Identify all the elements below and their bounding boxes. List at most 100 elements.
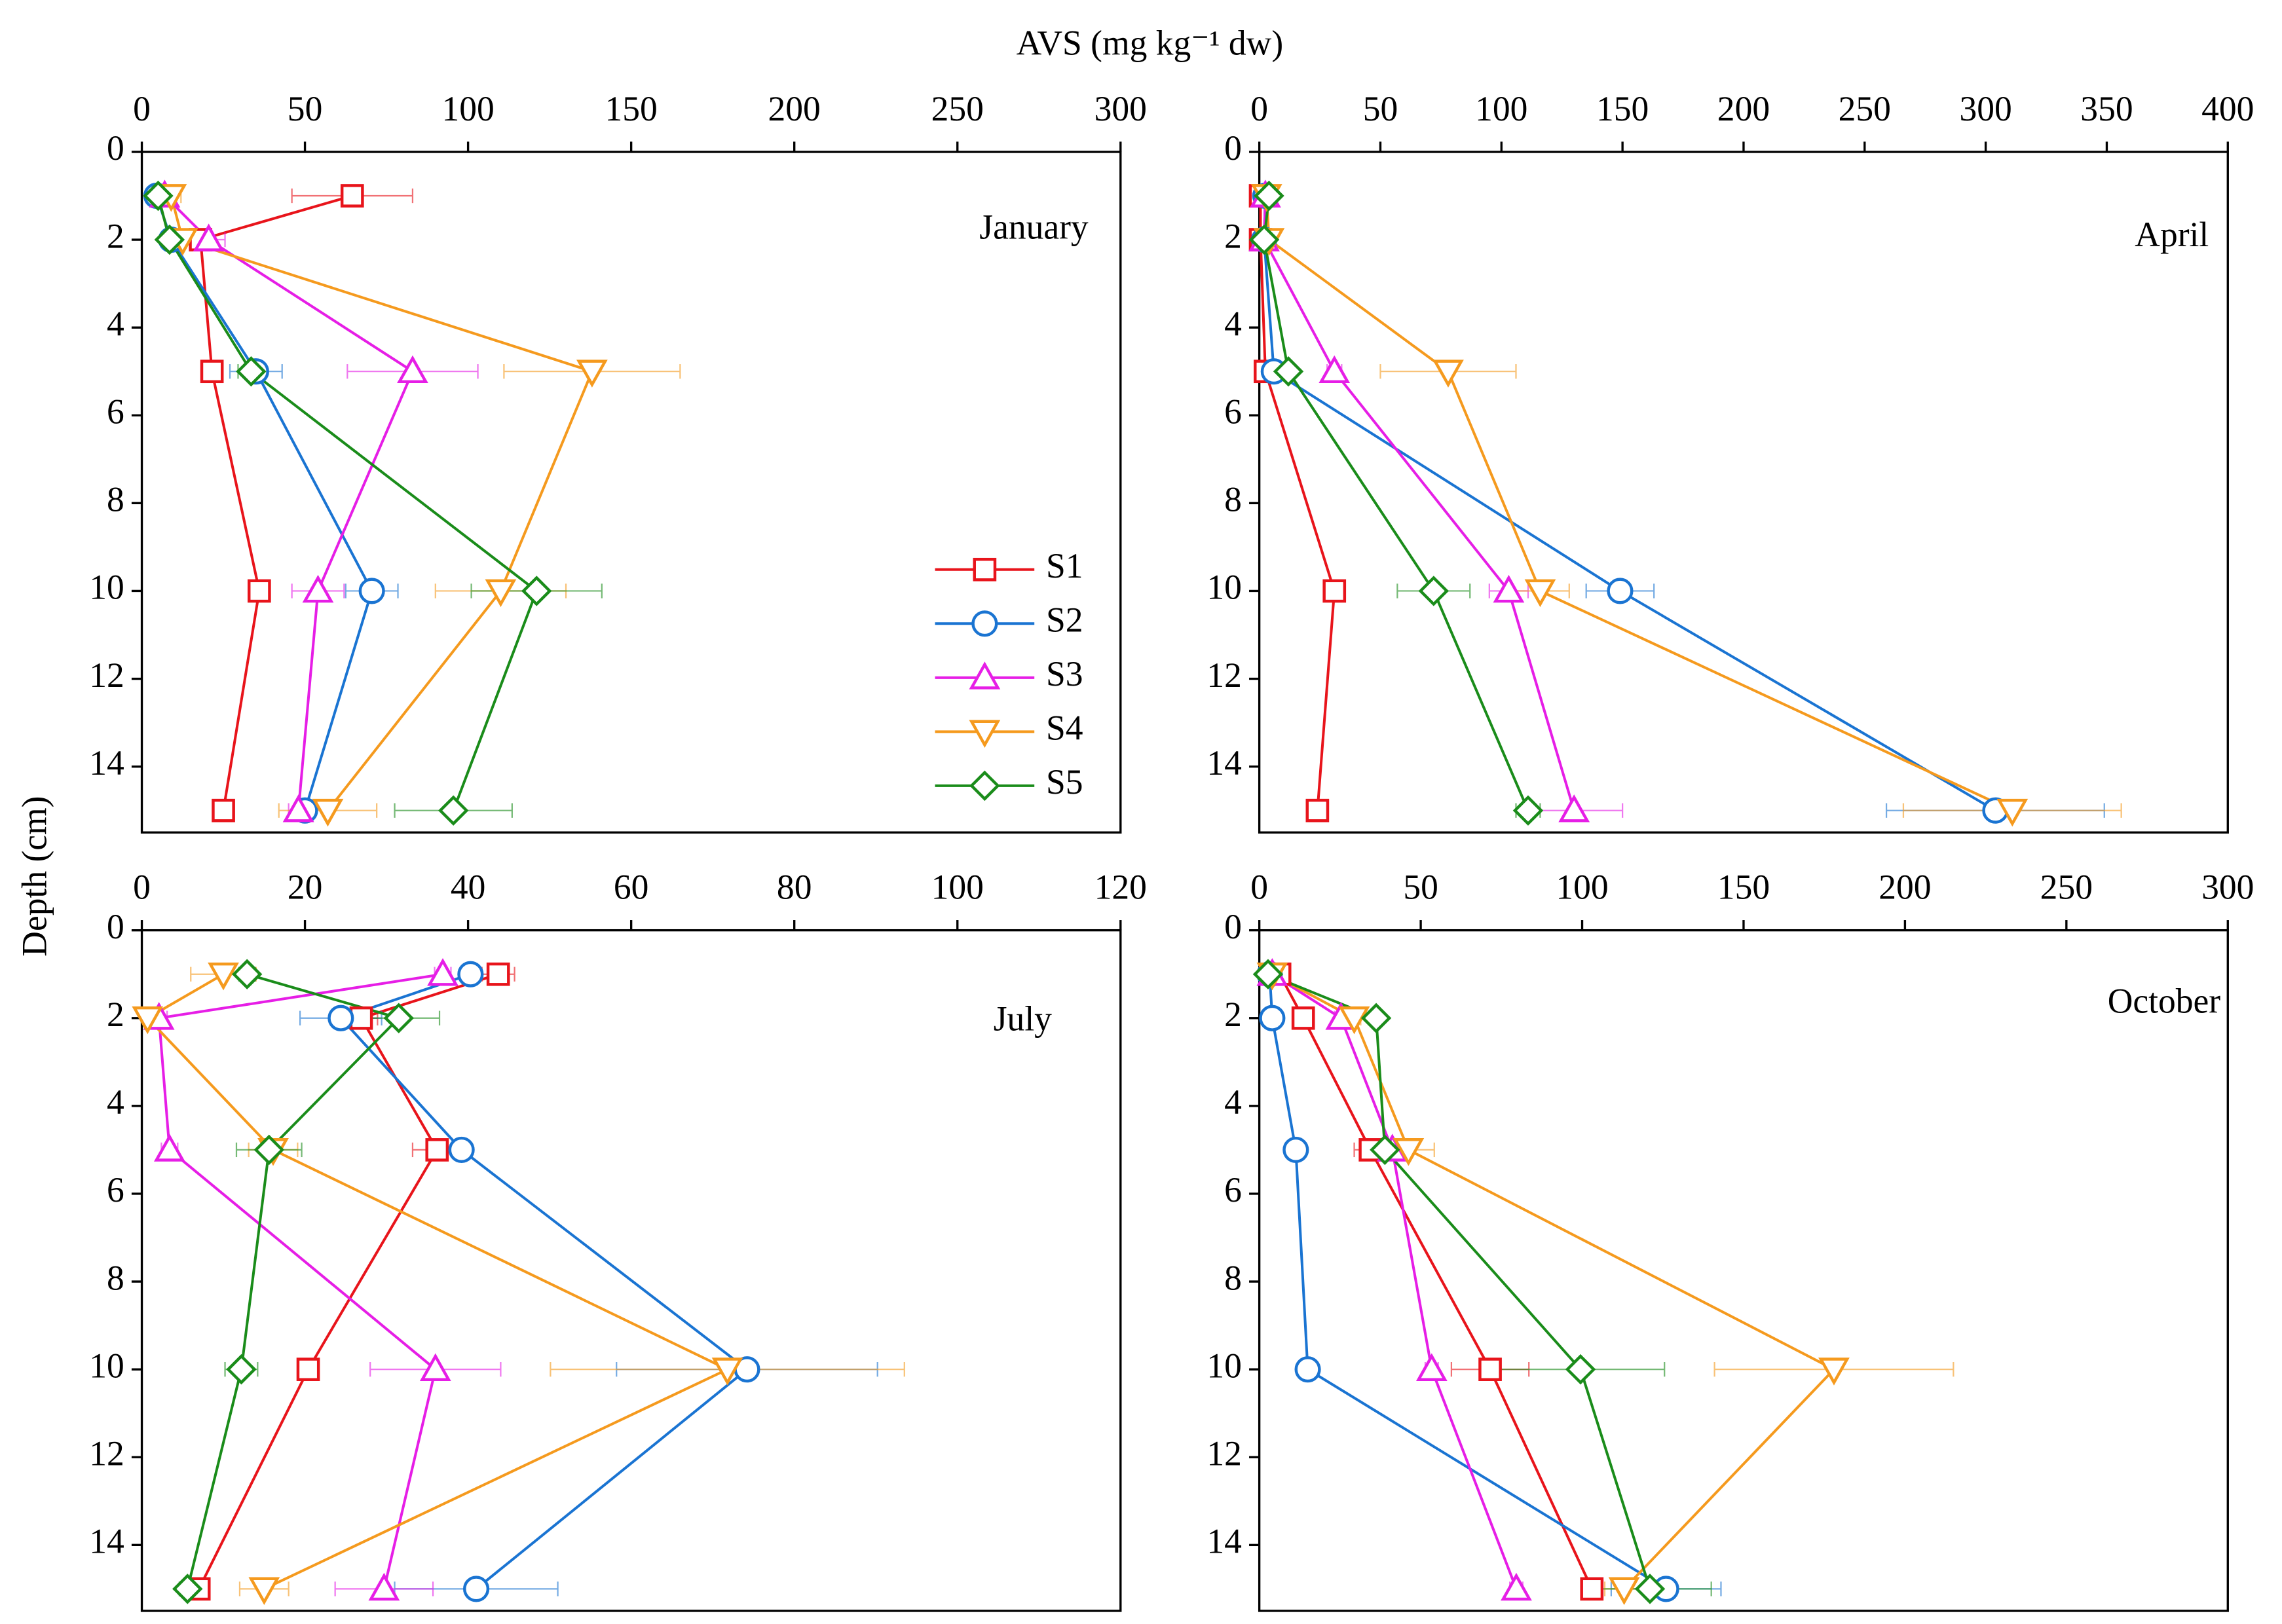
y-tick-label: 4 xyxy=(107,304,124,343)
marker xyxy=(172,1574,203,1604)
y-tick-label: 10 xyxy=(89,1346,124,1385)
marker xyxy=(282,794,314,822)
marker xyxy=(231,959,263,989)
series-line xyxy=(157,972,443,1589)
marker xyxy=(1512,795,1544,826)
y-tick-label: 4 xyxy=(1224,1082,1242,1122)
y-tick-label: 6 xyxy=(1224,1170,1242,1209)
marker xyxy=(1558,794,1590,822)
marker xyxy=(1493,574,1525,603)
marker xyxy=(448,1136,475,1163)
x-tick-label: 40 xyxy=(451,868,486,907)
marker xyxy=(711,1357,743,1386)
marker xyxy=(132,1006,164,1035)
x-tick-label: 80 xyxy=(777,868,812,907)
marker xyxy=(349,1006,373,1030)
x-tick-label: 20 xyxy=(288,868,323,907)
y-tick-label: 14 xyxy=(89,1522,124,1561)
marker xyxy=(1259,1005,1286,1031)
x-tick-label: 150 xyxy=(1596,89,1649,128)
x-tick-label: 0 xyxy=(1250,868,1268,907)
legend-label: S3 xyxy=(1046,654,1083,693)
x-tick-label: 0 xyxy=(133,868,151,907)
x-tick-label: 100 xyxy=(931,868,984,907)
x-tick-label: 50 xyxy=(1363,89,1398,128)
series-line xyxy=(186,972,402,1589)
marker xyxy=(457,961,484,987)
marker xyxy=(193,223,225,251)
marker xyxy=(368,1572,400,1601)
y-tick-label: 6 xyxy=(1224,392,1242,432)
plot-frame xyxy=(140,929,1122,1612)
marker xyxy=(969,661,1001,690)
x-tick-label: 100 xyxy=(1556,868,1608,907)
marker xyxy=(1501,1572,1532,1601)
marker xyxy=(485,579,517,608)
marker xyxy=(1252,959,1284,989)
series-line xyxy=(170,195,594,811)
plot-frame xyxy=(1258,929,2229,1612)
marker xyxy=(248,1577,280,1606)
y-tick-label: 2 xyxy=(107,995,124,1034)
y-tick-label: 0 xyxy=(1224,128,1242,168)
y-tick-label: 4 xyxy=(1224,304,1242,343)
panel-title: October xyxy=(2108,982,2221,1021)
y-tick-label: 14 xyxy=(1206,1522,1242,1561)
x-tick-label: 200 xyxy=(1717,89,1770,128)
x-tick-label: 300 xyxy=(2201,868,2254,907)
marker xyxy=(154,224,185,255)
x-axis-label: AVS (mg kg⁻¹ dw) xyxy=(1017,24,1284,63)
x-tick-label: 100 xyxy=(441,89,494,128)
marker xyxy=(973,557,997,581)
series-line xyxy=(197,972,499,1590)
x-tick-label: 50 xyxy=(1403,868,1438,907)
y-tick-label: 0 xyxy=(107,907,124,946)
marker xyxy=(1282,1136,1309,1163)
x-tick-label: 200 xyxy=(1879,868,1931,907)
series-line xyxy=(1267,972,1651,1590)
x-tick-label: 60 xyxy=(614,868,649,907)
y-tick-label: 8 xyxy=(1224,1258,1242,1297)
y-tick-label: 4 xyxy=(107,1082,124,1122)
marker xyxy=(1996,798,2029,827)
y-tick-label: 2 xyxy=(1224,995,1242,1034)
marker xyxy=(1294,1356,1321,1383)
legend-label: S1 xyxy=(1046,546,1083,585)
marker xyxy=(1608,1577,1640,1606)
series-line xyxy=(1278,973,1594,1590)
marker xyxy=(358,578,385,604)
series-line xyxy=(1263,195,1576,811)
marker xyxy=(212,798,235,822)
marker xyxy=(1580,1577,1604,1601)
x-tick-label: 150 xyxy=(1717,868,1770,907)
y-axis-label: Depth (cm) xyxy=(14,796,54,957)
y-tick-label: 14 xyxy=(1206,743,1242,783)
x-tick-label: 350 xyxy=(2080,89,2133,128)
marker xyxy=(486,962,510,986)
marker xyxy=(247,579,271,603)
y-tick-label: 12 xyxy=(89,655,124,695)
legend-label: S4 xyxy=(1046,709,1083,748)
marker xyxy=(1432,360,1464,388)
panel-title: July xyxy=(994,999,1052,1038)
marker xyxy=(1393,1138,1425,1166)
marker xyxy=(312,798,344,827)
marker xyxy=(1273,356,1304,387)
marker xyxy=(1291,1006,1315,1030)
marker xyxy=(1370,1134,1400,1166)
marker xyxy=(1254,180,1284,212)
x-tick-label: 100 xyxy=(1475,89,1527,128)
marker xyxy=(153,1134,185,1162)
marker xyxy=(236,356,267,387)
y-tick-label: 8 xyxy=(1224,480,1242,519)
marker xyxy=(1338,1006,1370,1035)
y-tick-label: 14 xyxy=(89,743,124,783)
y-tick-label: 8 xyxy=(107,480,124,519)
marker xyxy=(419,1353,451,1381)
y-tick-label: 0 xyxy=(1224,907,1242,946)
panel-title: January xyxy=(979,208,1089,247)
marker xyxy=(1818,1357,1850,1386)
y-tick-label: 12 xyxy=(89,1434,124,1473)
y-tick-label: 2 xyxy=(107,216,124,255)
